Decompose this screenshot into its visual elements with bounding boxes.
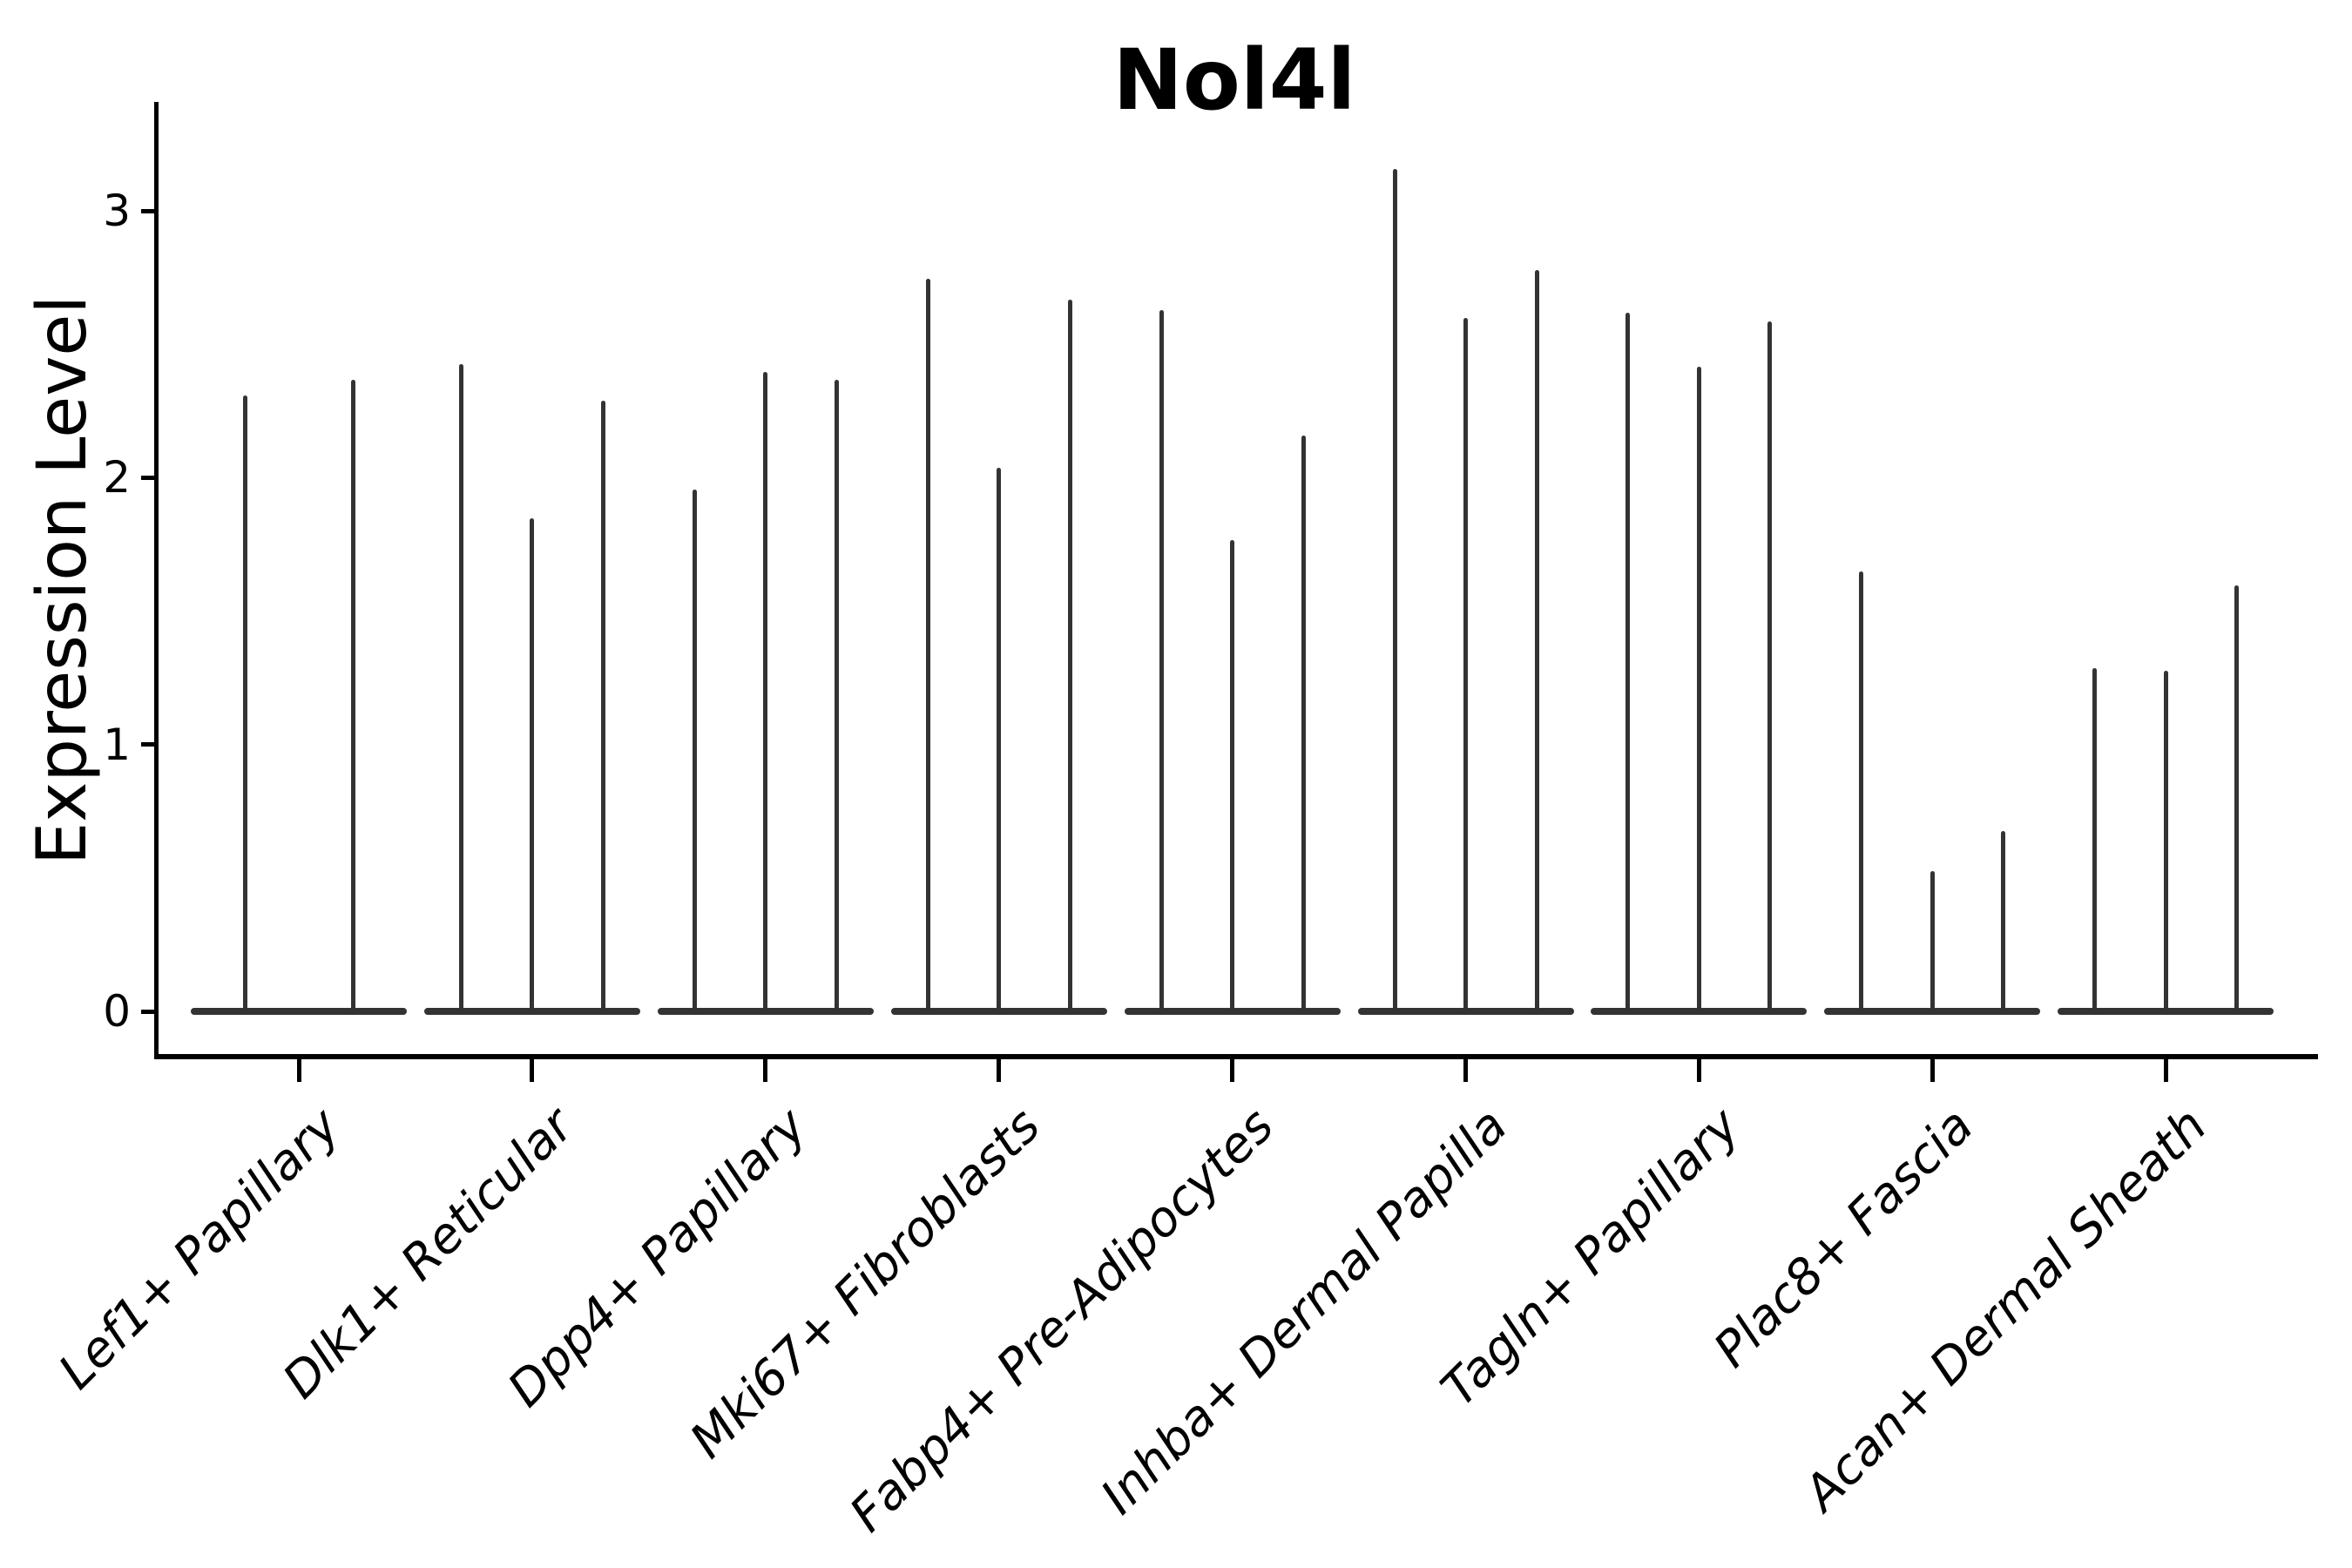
violin-spike	[1301, 436, 1306, 1015]
violin-spike	[2234, 585, 2240, 1015]
x-tick-label: Inhba+ Dermal Papilla	[1090, 1097, 1518, 1525]
violin-spike	[242, 395, 247, 1015]
violin-spike	[1859, 571, 1864, 1015]
y-axis-label: Expression Level	[24, 294, 102, 866]
violin-spike	[1930, 870, 1935, 1015]
violin-base	[191, 1008, 407, 1015]
chart-title: Nol4l	[1112, 31, 1356, 129]
violin-spike	[1767, 321, 1773, 1015]
violin-spike	[1696, 366, 1701, 1015]
violin-spike	[2092, 667, 2098, 1015]
violin-spike	[1230, 539, 1235, 1015]
violin-spike	[925, 278, 930, 1015]
violin-spike	[1067, 300, 1072, 1015]
y-tick-mark	[141, 742, 156, 747]
y-tick-mark	[141, 475, 156, 480]
violin-spike	[1159, 310, 1164, 1015]
violin-spike	[997, 468, 1002, 1015]
x-tick-mark	[296, 1059, 301, 1082]
y-tick-label: 1	[103, 719, 131, 770]
y-tick-label: 0	[103, 986, 131, 1037]
x-axis-spine	[154, 1054, 2318, 1059]
violin-spike	[600, 401, 605, 1015]
y-tick-label: 2	[103, 452, 131, 504]
x-tick-label: Dlk1+ Reticular	[272, 1097, 585, 1410]
violin-spike	[834, 379, 839, 1015]
violin-spike	[458, 363, 463, 1015]
violin-spike	[2163, 670, 2168, 1015]
x-tick-mark	[1930, 1059, 1935, 1082]
y-axis-spine	[154, 102, 159, 1058]
y-tick-mark	[141, 1009, 156, 1014]
x-tick-label: Fabp4+ Pre-Adipocytes	[839, 1097, 1285, 1544]
x-tick-label: Tagln+ Papillary	[1430, 1097, 1752, 1418]
y-tick-mark	[141, 208, 156, 213]
violin-spike	[1534, 270, 1539, 1015]
x-tick-mark	[1230, 1059, 1235, 1082]
x-tick-mark	[997, 1059, 1002, 1082]
violin-spike	[1392, 168, 1397, 1015]
violin-spike	[350, 379, 355, 1015]
x-tick-label: Acan+ Dermal Sheath	[1794, 1097, 2219, 1522]
violin-spike	[692, 489, 697, 1015]
violin-spike	[2001, 830, 2006, 1015]
y-tick-label: 3	[103, 186, 131, 236]
x-tick-mark	[1463, 1059, 1468, 1082]
x-tick-label: Mki67+ Fibroblasts	[679, 1097, 1051, 1470]
violin-spike	[1463, 318, 1468, 1015]
x-tick-mark	[763, 1059, 768, 1082]
violin-spike	[530, 518, 535, 1015]
x-tick-mark	[2163, 1059, 2168, 1082]
violin-spike	[763, 371, 768, 1015]
x-tick-mark	[1696, 1059, 1701, 1082]
x-tick-mark	[530, 1059, 535, 1082]
x-tick-label: Plac8+ Fascia	[1703, 1097, 1985, 1379]
x-tick-label: Dpp4+ Papillary	[497, 1097, 818, 1418]
violin-spike	[1625, 313, 1631, 1015]
